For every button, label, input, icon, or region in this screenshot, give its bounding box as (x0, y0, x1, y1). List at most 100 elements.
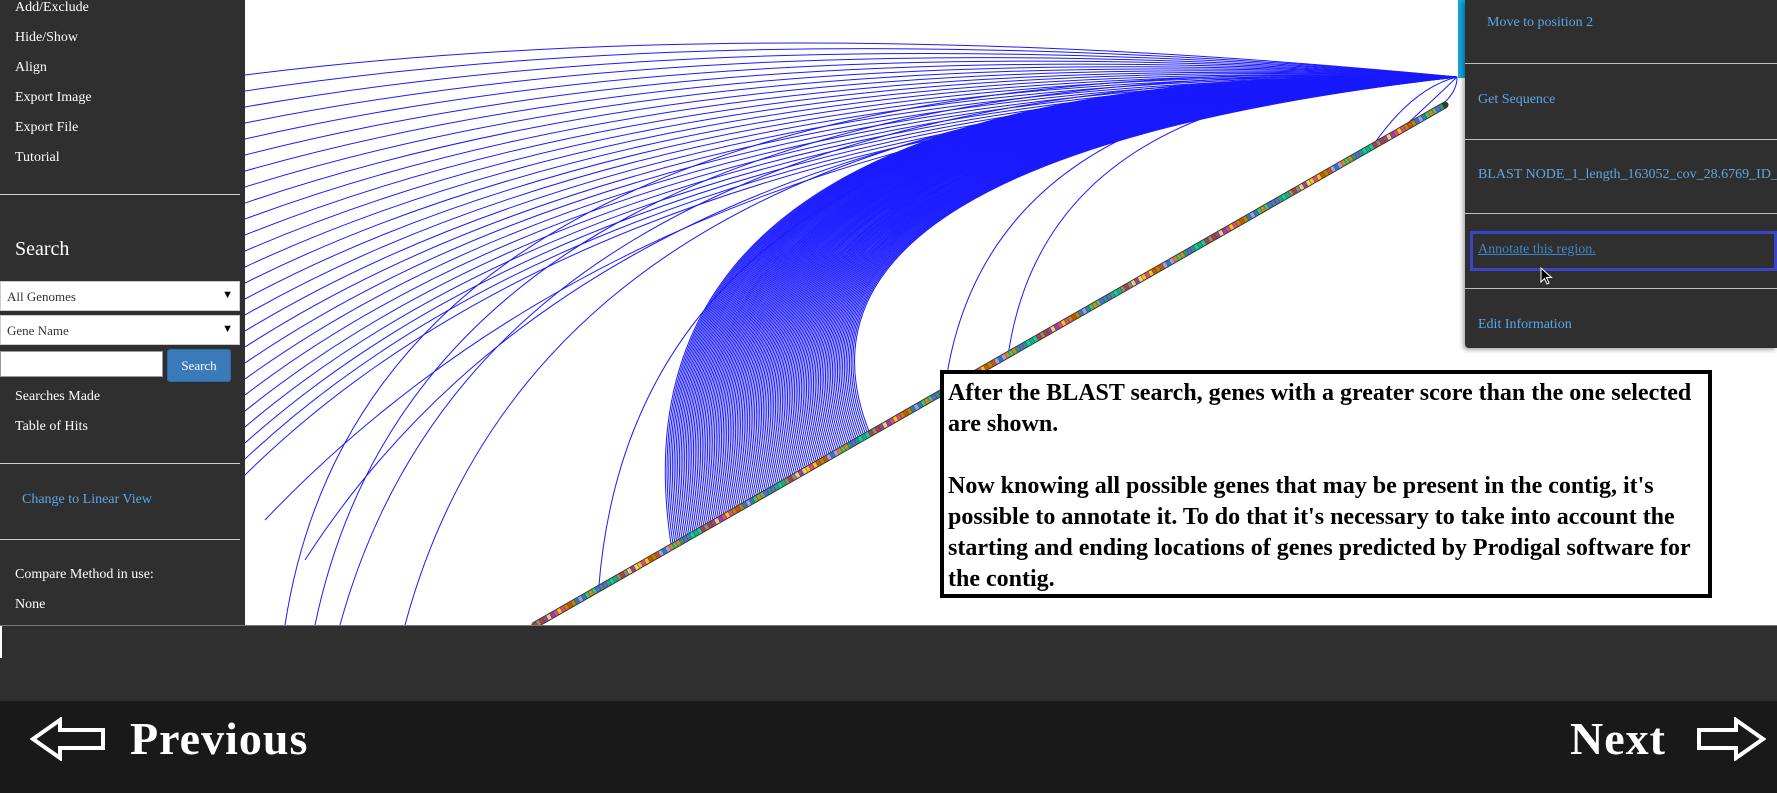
gene-segment[interactable] (1186, 247, 1193, 255)
gene-segment[interactable] (1295, 185, 1301, 193)
gene-segment[interactable] (777, 481, 783, 489)
gene-segment[interactable] (1057, 321, 1063, 329)
gene-segment[interactable] (598, 583, 605, 591)
gene-segment[interactable] (1081, 307, 1088, 315)
gene-segment[interactable] (1046, 327, 1053, 335)
gene-segment[interactable] (581, 593, 587, 601)
gene-segment[interactable] (1008, 349, 1014, 357)
gene-segment[interactable] (1018, 343, 1025, 351)
gene-segment[interactable] (787, 475, 794, 483)
gene-segment[interactable] (1165, 259, 1172, 267)
gene-segment[interactable] (1407, 121, 1413, 129)
gene-segment[interactable] (1382, 135, 1389, 143)
gene-segment[interactable] (903, 409, 909, 417)
gene-segment[interactable] (1060, 319, 1067, 327)
gene-segment[interactable] (661, 547, 668, 555)
gene-segment[interactable] (1389, 131, 1396, 139)
gene-segment[interactable] (714, 517, 720, 525)
gene-segment[interactable] (668, 543, 675, 551)
gene-segment[interactable] (658, 549, 664, 557)
gene-segment[interactable] (654, 551, 661, 559)
gene-segment[interactable] (815, 459, 822, 467)
gene-segment[interactable] (563, 603, 570, 611)
gene-segment[interactable] (626, 567, 633, 575)
gene-segment[interactable] (1330, 165, 1336, 173)
gene-segment[interactable] (924, 397, 930, 405)
gene-segment[interactable] (623, 569, 629, 577)
gene-segment[interactable] (1179, 251, 1186, 259)
gene-segment[interactable] (752, 495, 759, 503)
gene-segment[interactable] (1004, 351, 1011, 359)
gene-segment[interactable] (689, 531, 696, 539)
gene-segment[interactable] (819, 457, 825, 465)
gene-segment[interactable] (798, 469, 804, 477)
gene-segment[interactable] (1134, 277, 1140, 285)
gene-segment[interactable] (1396, 127, 1403, 135)
gene-segment[interactable] (1386, 133, 1392, 141)
gene-segment[interactable] (1074, 311, 1081, 319)
gene-segment[interactable] (1267, 201, 1273, 209)
gene-segment[interactable] (1438, 103, 1445, 111)
gene-segment[interactable] (717, 515, 724, 523)
gene-segment[interactable] (878, 423, 885, 431)
gene-segment[interactable] (1078, 309, 1084, 317)
gene-segment[interactable] (1039, 331, 1046, 339)
gene-segment[interactable] (619, 571, 626, 579)
gene-segment[interactable] (675, 539, 682, 547)
gene-segment[interactable] (857, 435, 864, 443)
gene-segment[interactable] (1305, 179, 1312, 187)
gene-segment[interactable] (1400, 125, 1406, 133)
next-button[interactable]: Next (1568, 709, 1768, 769)
gene-segment[interactable] (1043, 329, 1049, 337)
previous-button[interactable]: Previous (30, 709, 350, 769)
gene-segment[interactable] (591, 587, 598, 595)
gene-segment[interactable] (647, 555, 654, 563)
contig-track[interactable] (531, 101, 1449, 625)
gene-segment[interactable] (1225, 225, 1231, 233)
gene-segment[interactable] (1022, 341, 1028, 349)
gene-segment[interactable] (920, 399, 927, 407)
gene-segment[interactable] (721, 513, 727, 521)
gene-segment[interactable] (542, 615, 549, 623)
gene-segment[interactable] (1372, 141, 1378, 149)
gene-segment[interactable] (602, 581, 608, 589)
gene-segment[interactable] (637, 561, 643, 569)
gene-segment[interactable] (651, 553, 657, 561)
gene-segment[interactable] (553, 609, 559, 617)
gene-segment[interactable] (1144, 271, 1151, 279)
gene-segment[interactable] (808, 463, 815, 471)
gene-segment[interactable] (724, 511, 731, 519)
gene-segment[interactable] (1053, 323, 1060, 331)
gene-segment[interactable] (1309, 177, 1315, 185)
gene-segment[interactable] (1214, 231, 1221, 239)
gene-segment[interactable] (1365, 145, 1371, 153)
gene-segment[interactable] (756, 493, 762, 501)
gene-segment[interactable] (1001, 353, 1007, 361)
gene-segment[interactable] (710, 519, 717, 527)
gene-segment[interactable] (1099, 297, 1105, 305)
gene-segment[interactable] (731, 507, 738, 515)
gene-segment[interactable] (742, 501, 748, 509)
gene-segment[interactable] (570, 599, 577, 607)
gene-segment[interactable] (1207, 235, 1214, 243)
gene-segment[interactable] (1291, 187, 1298, 195)
gene-segment[interactable] (686, 533, 692, 541)
gene-segment[interactable] (1183, 249, 1189, 257)
gene-segment[interactable] (644, 557, 650, 565)
gene-segment[interactable] (1281, 193, 1287, 201)
gene-segment[interactable] (896, 413, 902, 421)
gene-segment[interactable] (1228, 223, 1235, 231)
gene-segment[interactable] (1298, 183, 1305, 191)
search-input[interactable] (0, 351, 163, 377)
gene-segment[interactable] (875, 425, 881, 433)
gene-segment[interactable] (539, 617, 545, 625)
gene-segment[interactable] (906, 407, 913, 415)
gene-segment[interactable] (703, 523, 710, 531)
gene-segment[interactable] (1242, 215, 1249, 223)
gene-segment[interactable] (1036, 333, 1042, 341)
gene-segment[interactable] (1032, 335, 1039, 343)
gene-segment[interactable] (1155, 265, 1161, 273)
searches-made-link[interactable]: Searches Made (15, 389, 101, 404)
gene-segment[interactable] (1323, 169, 1329, 177)
gene-segment[interactable] (773, 483, 780, 491)
